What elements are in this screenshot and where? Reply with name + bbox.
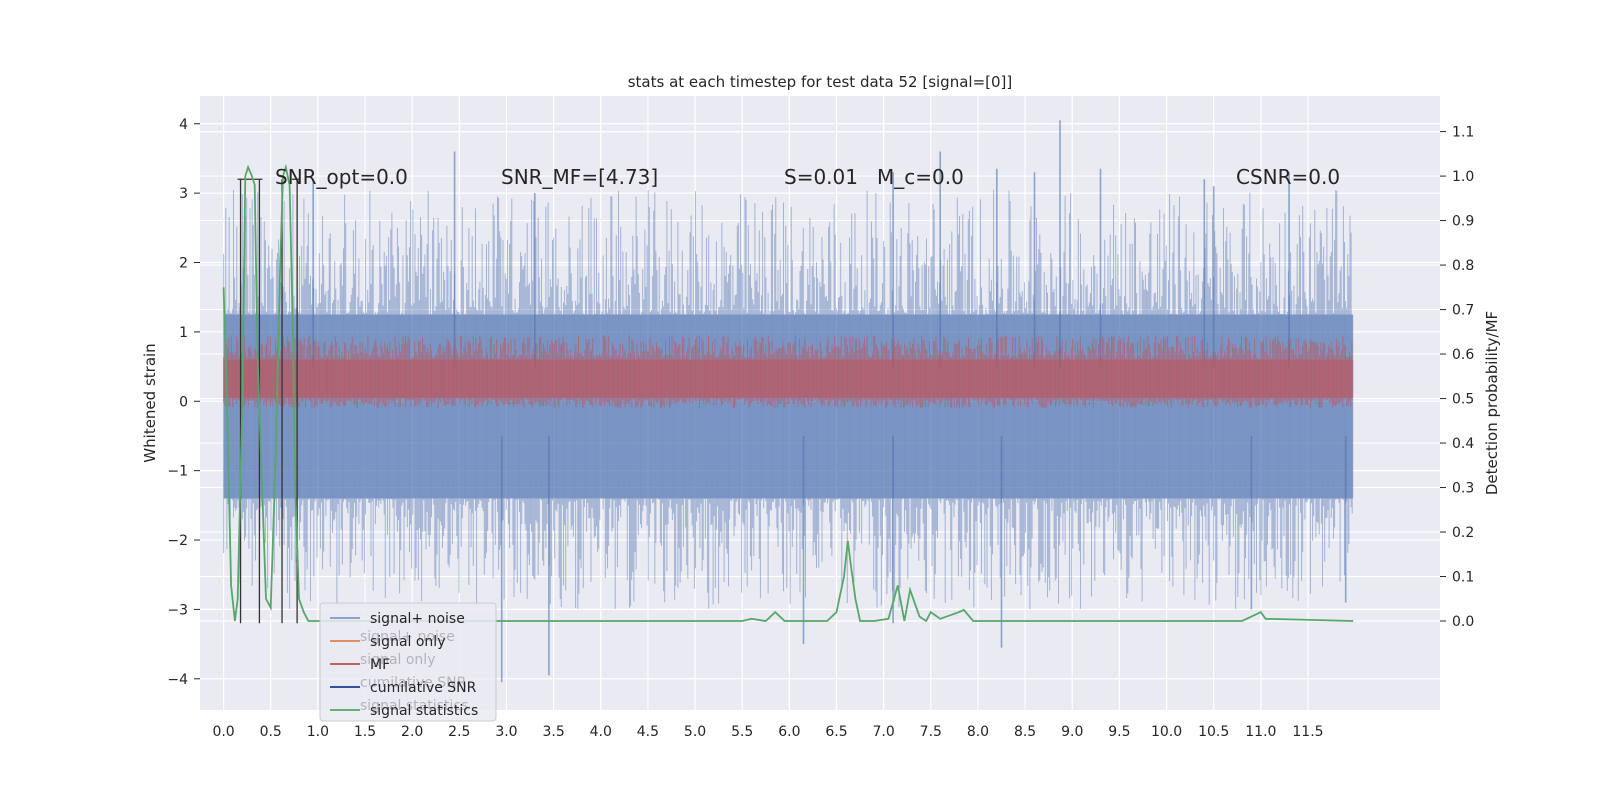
y-tick-label: −3: [167, 602, 188, 618]
x-tick-label: 7.0: [873, 724, 895, 740]
x-tick-label: 10.0: [1151, 724, 1182, 740]
x-tick-label: 9.0: [1061, 724, 1083, 740]
y2-tick-label: 1.1: [1452, 125, 1474, 141]
x-tick-label: 3.5: [542, 724, 564, 740]
y2-tick-label: 0.6: [1452, 347, 1474, 363]
y-tick-label: −1: [167, 464, 188, 480]
x-tick-label: 0.5: [260, 724, 282, 740]
x-tick-label: 2.0: [401, 724, 423, 740]
x-tick-label: 6.0: [778, 724, 800, 740]
legend-label: cumilative SNR: [370, 680, 477, 696]
x-tick-label: 1.0: [307, 724, 329, 740]
x-tick-label: 4.5: [637, 724, 659, 740]
y2-tick-label: 0.0: [1452, 614, 1474, 630]
series-signal-statistics: [222, 163, 1354, 623]
y-tick-label: 3: [179, 186, 188, 202]
legend-label: signal statistics: [370, 703, 478, 719]
chart-title: stats at each timestep for test data 52 …: [628, 73, 1013, 91]
series-layer: [222, 120, 1354, 683]
legend-box: [319, 602, 497, 722]
x-tick-label: 11.0: [1245, 724, 1276, 740]
signal-statistics-line: [222, 163, 1354, 623]
y2-tick-label: 0.9: [1452, 214, 1474, 230]
x-tick-label: 8.0: [967, 724, 989, 740]
y-tick-label: −4: [167, 672, 188, 688]
y2-axis-label: Detection probability/MF: [1483, 311, 1501, 495]
y-tick-label: 1: [179, 325, 188, 341]
y2-tick-label: 0.7: [1452, 303, 1474, 319]
x-tick-label: 4.0: [590, 724, 612, 740]
annotation-snr-opt-text: SNR_opt=0.0: [275, 165, 408, 189]
legend-ghost-label: signal+ noise: [360, 629, 455, 645]
annotation-snr-opt: SNR_opt=0.0: [275, 165, 408, 189]
x-tick-label: 2.5: [448, 724, 470, 740]
x-tick-label: 0.0: [212, 724, 234, 740]
y2-tick-label: 0.1: [1452, 570, 1474, 586]
x-tick-label: 7.5: [920, 724, 942, 740]
x-tick-label: 10.5: [1198, 724, 1229, 740]
x-tick-label: 6.5: [825, 724, 847, 740]
y2-tick-label: 0.2: [1452, 525, 1474, 541]
y-tick-label: −2: [167, 533, 188, 549]
y-tick-label: 2: [179, 256, 188, 272]
y-axis-ticks: −4 −3 −2 −1 0 1 2 3 4: [167, 117, 200, 688]
x-tick-label: 5.5: [731, 724, 753, 740]
noise-peaks: [312, 120, 1347, 683]
y-tick-label: 0: [179, 394, 188, 410]
series-mf: [223, 335, 1354, 409]
annotation-csnr: CSNR=0.0: [1236, 165, 1340, 189]
x-tick-label: 3.0: [495, 724, 517, 740]
mf-strokes: [223, 335, 1353, 409]
annotation-mc: M_c=0.0: [877, 165, 964, 189]
y2-tick-label: 0.8: [1452, 258, 1474, 274]
annotation-s: S=0.01: [784, 165, 858, 189]
annotation-s-text: S=0.01: [784, 165, 858, 189]
x-tick-label: 8.5: [1014, 724, 1036, 740]
legend-label: signal+ noise: [370, 611, 465, 627]
y-axis-label: Whitened strain: [141, 343, 159, 462]
y2-tick-label: 0.5: [1452, 392, 1474, 408]
y2-tick-label: 1.0: [1452, 169, 1474, 185]
x-tick-label: 11.5: [1292, 724, 1323, 740]
y2-tick-label: 0.3: [1452, 481, 1474, 497]
annotation-csnr-text: CSNR=0.0: [1236, 165, 1340, 189]
annotation-mc-text: M_c=0.0: [877, 165, 964, 189]
legend-ghost-label: signal statistics: [360, 698, 468, 714]
x-tick-label: 1.5: [354, 724, 376, 740]
y-tick-label: 4: [179, 117, 188, 133]
annotation-snr-mf-text: SNR_MF=[4.73]: [501, 165, 658, 189]
x-axis-ticks: 0.0 0.5 1.0 1.5 2.0 2.5 3.0 3.5 4.0 4.5 5.0 5.5 6.0 6…: [212, 724, 1323, 740]
legend-ghost-label: cumilative SNR: [360, 675, 467, 691]
legend-ghost-label: signal only: [360, 652, 435, 668]
x-tick-label: 5.0: [684, 724, 706, 740]
legend-label: signal only: [370, 634, 445, 650]
annotation-snr-mf: SNR_MF=[4.73]: [501, 165, 658, 189]
y2-tick-label: 0.4: [1452, 436, 1474, 452]
y2-axis-ticks: 0.0 0.1 0.2 0.3 0.4 0.5 0.6 0.7 0.8 0.9 1.0 1.1: [1440, 125, 1474, 630]
legend-label: MF: [370, 657, 390, 673]
x-tick-label: 9.5: [1108, 724, 1130, 740]
